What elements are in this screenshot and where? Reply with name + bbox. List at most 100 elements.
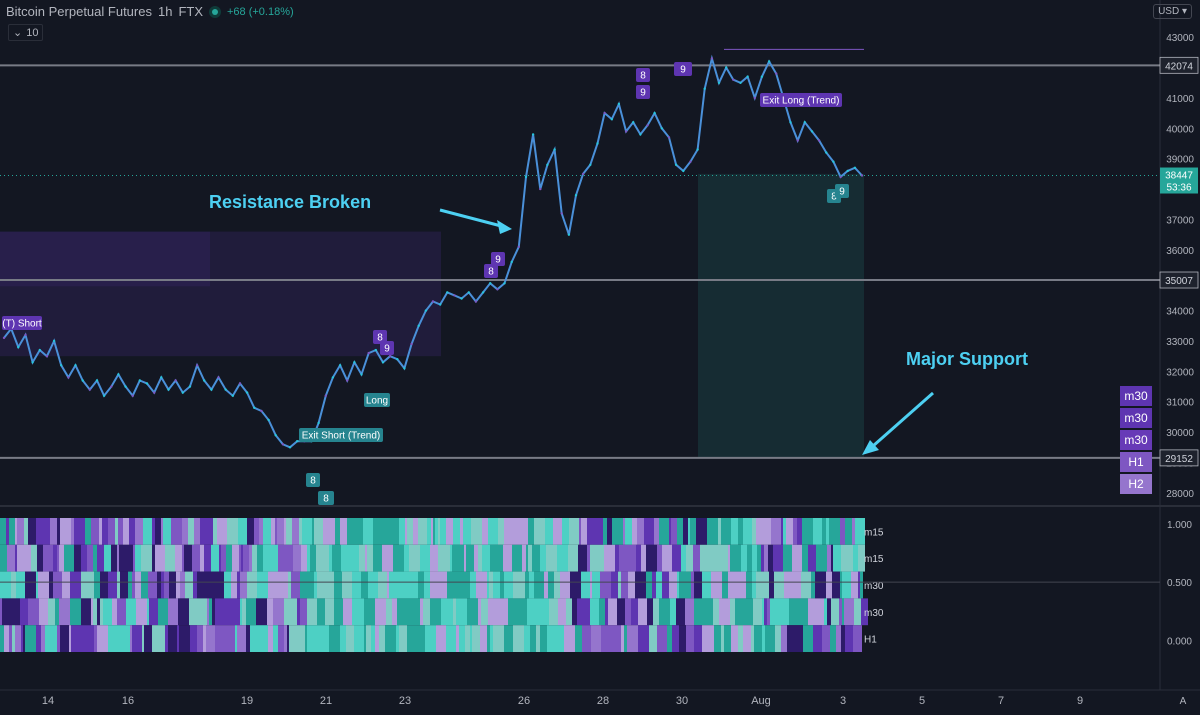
heatmap-cell — [461, 571, 470, 599]
price-point — [203, 379, 206, 382]
heatmap-cell — [126, 598, 136, 626]
heatmap-cell — [206, 625, 215, 652]
heatmap-cell — [470, 571, 476, 599]
indicator-settings[interactable]: ⌄ 10 — [8, 24, 44, 41]
heatmap-cell — [397, 598, 404, 626]
signal-label-box — [484, 264, 498, 278]
heatmap-cell — [662, 571, 669, 599]
heatmap-cell — [43, 544, 53, 572]
price-point — [45, 355, 49, 358]
heatmap-cell — [189, 598, 196, 626]
heatmap-cell — [628, 518, 632, 545]
heatmap-cell — [392, 598, 397, 626]
heatmap-cell — [603, 518, 607, 545]
heatmap-cell — [188, 518, 194, 545]
heatmap-cell — [268, 625, 273, 652]
annotation-resistance: Resistance Broken — [209, 192, 372, 212]
heatmap-cell — [165, 625, 168, 652]
heatmap-cell — [646, 544, 657, 572]
heatmap-cell — [215, 598, 225, 626]
heatmap-cell — [621, 625, 624, 652]
heatmap-cell — [363, 518, 367, 545]
price-point — [267, 418, 270, 422]
signal-label-box — [373, 330, 387, 344]
heatmap-cell — [569, 518, 579, 545]
heatmap-cell — [540, 544, 544, 572]
heatmap-cell — [192, 544, 200, 572]
heatmap-cell — [624, 625, 627, 652]
heatmap-cell — [288, 571, 291, 599]
price-point — [181, 391, 184, 394]
heatmap-cell — [590, 598, 599, 626]
price-point — [381, 361, 385, 364]
heatmap-cell — [385, 625, 391, 652]
heatmap-cell — [627, 625, 638, 652]
annotation-arrow — [872, 391, 934, 448]
price-point — [596, 142, 599, 145]
heatmap-cell — [347, 518, 357, 545]
heatmap-cell — [607, 518, 612, 545]
heatmap-cell — [475, 625, 480, 652]
price-point — [739, 81, 742, 85]
heatmap-cell — [756, 571, 766, 599]
x-tick-label: 23 — [399, 695, 411, 707]
heatmap-cell — [6, 518, 9, 545]
price-point — [153, 391, 156, 394]
heatmap-cell — [480, 625, 487, 652]
signal-label-box — [380, 341, 394, 355]
heatmap-cell — [119, 544, 125, 572]
heatmap-cell — [636, 544, 641, 572]
heatmap-cell — [504, 571, 513, 599]
interval-label[interactable]: 1h — [157, 4, 173, 19]
heatmap-cell — [81, 544, 87, 572]
heatmap-cell — [529, 571, 534, 599]
heatmap-cell — [200, 544, 204, 572]
heatmap-cell — [513, 518, 520, 545]
heatmap-cell — [273, 544, 278, 572]
symbol-name[interactable]: Bitcoin Perpetual Futures — [6, 4, 152, 19]
heatmap-cell — [329, 625, 340, 652]
heatmap-cell — [721, 518, 731, 545]
heatmap-row — [0, 544, 865, 572]
chevron-down-icon[interactable]: ⌄ — [13, 27, 23, 39]
heatmap-cell — [203, 625, 206, 652]
price-point — [367, 351, 370, 355]
heatmap-cell — [536, 625, 540, 652]
heatmap-cell — [858, 544, 865, 572]
price-point — [839, 175, 842, 179]
heatmap-cell — [240, 571, 247, 599]
heatmap-cell — [36, 625, 41, 652]
heatmap-cell — [574, 598, 577, 626]
heatmap-cell — [783, 518, 786, 545]
heatmap-cell — [688, 518, 690, 545]
heatmap-cell — [231, 571, 237, 599]
autoscale-icon[interactable]: A — [1180, 696, 1187, 707]
heatmap-cell — [553, 518, 562, 545]
heatmap-cell — [587, 598, 590, 626]
heatmap-cell — [307, 625, 318, 652]
heatmap-cell — [204, 518, 213, 545]
heatmap-cell — [287, 625, 289, 652]
heatmap-cell — [456, 598, 467, 626]
heatmap-cell — [295, 625, 305, 652]
heatmap-cell — [519, 598, 527, 626]
heatmap-cell — [615, 625, 621, 652]
heatmap-row-label: m15 — [864, 527, 884, 538]
price-point — [110, 385, 113, 388]
heatmap-cell — [441, 598, 451, 626]
heatmap-cell — [808, 598, 815, 626]
heatmap-cell — [197, 625, 203, 652]
heatmap-cell — [813, 518, 822, 545]
heatmap-cell — [144, 625, 152, 652]
heatmap-cell — [793, 518, 797, 545]
heatmap-cell — [855, 518, 865, 545]
heatmap-cell — [94, 625, 97, 652]
price-point — [167, 388, 170, 391]
price-point — [210, 388, 213, 391]
currency-select[interactable]: USD ▾ — [1153, 4, 1192, 19]
heatmap-cell — [500, 571, 504, 599]
timeframe-chip: m30 — [1120, 430, 1152, 450]
heatmap-cell — [458, 571, 461, 599]
